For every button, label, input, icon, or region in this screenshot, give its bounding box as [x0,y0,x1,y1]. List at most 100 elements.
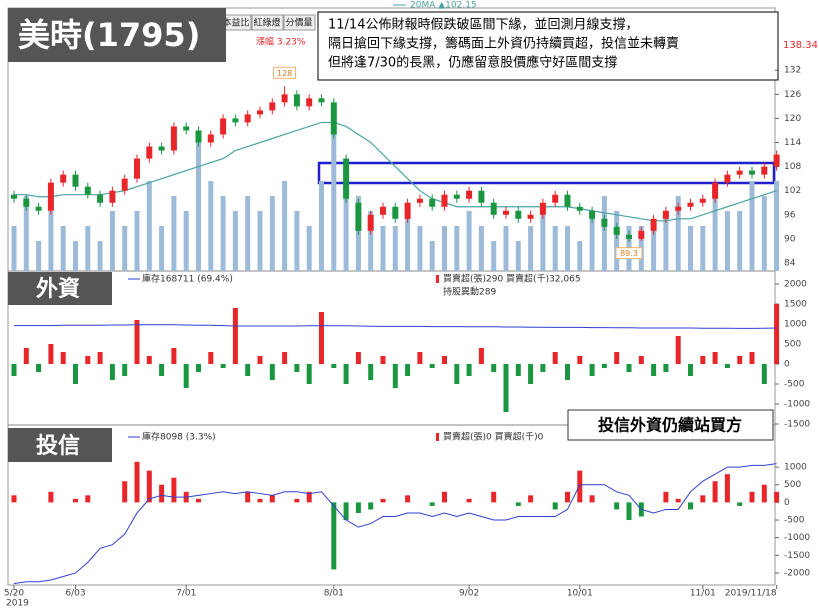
bar [368,364,374,380]
volume-bar [97,241,103,271]
candle-body [11,194,17,199]
volume-bar [171,196,177,271]
toolbar-button[interactable] [283,14,316,31]
bar [355,502,361,513]
bar [368,502,374,510]
bar [245,364,251,376]
button-label[interactable]: 分價量 [285,18,312,29]
y-tick-label: 500 [784,480,801,490]
x-tick-label: 2019/11/18 [725,589,777,599]
bar [380,498,386,503]
bar [294,364,300,372]
bar [614,502,620,510]
candle-body [650,218,657,231]
bar [134,461,140,503]
bar [171,348,177,364]
bar [405,364,411,376]
candle-body [318,98,325,103]
candle-body [761,166,768,175]
bar [442,491,447,503]
volume-bar [331,121,337,271]
candle-body [367,214,374,231]
bar [232,308,238,364]
change-text: 漲幅 3.23% [256,36,306,48]
bar [442,356,447,364]
x-year-label: 2019 [6,599,29,609]
candle-body [662,210,669,219]
legend-swatch [436,433,439,441]
high-label: 128 [277,69,292,78]
volume-bar [749,181,755,271]
bar [577,356,583,364]
candle-body [527,214,534,219]
candle-body [712,182,719,199]
bar [122,481,128,503]
bar [614,352,620,364]
bar [761,484,767,503]
x-tick-label: 6/03 [65,589,85,599]
volume-bar [48,211,54,271]
volume-bar [392,226,398,271]
candle-body [60,174,67,183]
bar [774,304,780,364]
volume-bar [183,211,189,271]
volume-bar [380,226,386,271]
bar [306,364,312,384]
candle-body [232,118,239,123]
volume-bar [23,196,29,271]
candle-body [773,154,780,167]
bar [466,364,472,376]
bar [491,364,497,372]
x-tick-label: 7/01 [176,589,196,599]
low-label: 89.3 [620,249,638,258]
volume-bar [774,181,780,271]
candle-body [257,110,263,115]
bar [688,364,693,376]
candle-body [749,170,755,175]
volume-bar [417,226,423,271]
callout: 投信外資仍續站買方 [598,416,742,435]
bar [85,495,91,503]
candle-body [355,202,362,231]
bar [343,364,349,384]
bar [23,348,29,364]
button-label[interactable]: 本益比 [222,17,249,29]
bar [48,344,54,364]
bar [159,364,165,376]
bar [319,312,324,364]
legend-text: 庫存168711 (69.4%) [142,273,233,285]
volume-bar [306,226,312,271]
y-tick-label: -500 [784,380,805,390]
bar [306,491,312,503]
annotation: 但將逢7/30的長黑，仍應留意股價應守好區間支撐 [328,55,617,71]
annotation-box [317,11,779,81]
bar [245,491,251,503]
toolbar-button[interactable] [251,14,284,31]
volume-bar [85,226,91,271]
bar [405,495,411,503]
candle-body [146,146,153,159]
panel-title-box [8,428,112,462]
bar [528,495,534,503]
bar [651,364,657,376]
y-tick-label: 84 [784,258,796,268]
bar [331,502,337,570]
y-tick-label: 102 [784,186,801,196]
volume-bar [515,241,521,271]
candle-body [638,230,645,239]
bar [282,352,288,364]
candle-body [269,102,276,111]
volume-bar [232,211,238,271]
bar [540,364,546,372]
legend-text: 買賣超(張)0 買賣超(千)0 [443,431,544,443]
ma-line [14,121,777,222]
bar [73,498,78,503]
y-tick-label: 126 [784,90,801,100]
volume-bar [159,226,165,271]
button-label[interactable]: 紅綠燈 [253,17,280,29]
bar [700,356,706,364]
callout-box [567,409,774,441]
bar [48,491,54,503]
candle-body [84,186,91,195]
